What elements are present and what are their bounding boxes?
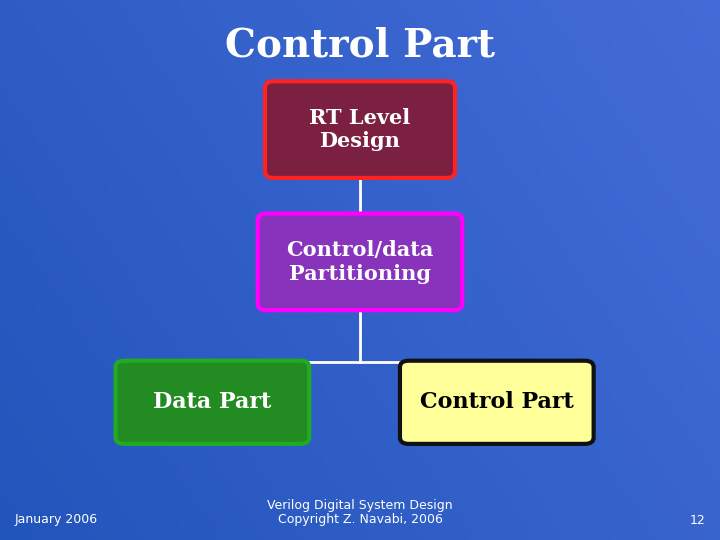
Text: Data Part: Data Part: [153, 392, 271, 413]
Text: Control/data
Partitioning: Control/data Partitioning: [287, 240, 433, 284]
FancyBboxPatch shape: [400, 361, 593, 444]
Text: Control Part: Control Part: [420, 392, 574, 413]
Text: Verilog Digital System Design
Copyright Z. Navabi, 2006: Verilog Digital System Design Copyright …: [267, 498, 453, 526]
FancyBboxPatch shape: [258, 213, 462, 310]
FancyBboxPatch shape: [265, 82, 455, 178]
Text: January 2006: January 2006: [14, 514, 97, 526]
Text: 12: 12: [690, 514, 706, 526]
Text: RT Level
Design: RT Level Design: [310, 108, 410, 151]
FancyBboxPatch shape: [115, 361, 310, 444]
Text: Control Part: Control Part: [225, 27, 495, 65]
